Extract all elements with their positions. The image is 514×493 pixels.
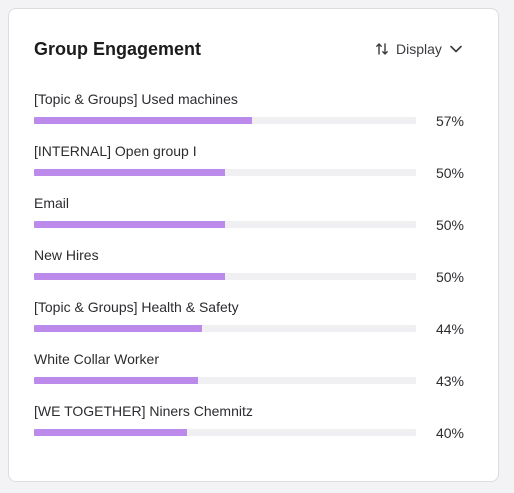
sort-arrows-icon (376, 43, 388, 55)
group-row: [INTERNAL] Open group I 50% (34, 141, 474, 193)
group-row: New Hires 50% (34, 245, 474, 297)
group-name: White Collar Worker (34, 351, 159, 367)
engagement-percent: 50% (435, 269, 464, 285)
chevron-down-icon (450, 45, 462, 53)
engagement-percent: 43% (435, 373, 464, 389)
engagement-bar-track (34, 169, 416, 176)
engagement-bar-fill (34, 325, 203, 332)
group-row: [WE TOGETHER] Niners Chemnitz 40% (34, 401, 474, 453)
group-name: New Hires (34, 247, 99, 263)
engagement-bar-fill (34, 429, 187, 436)
engagement-percent: 40% (435, 425, 464, 441)
engagement-bar-track (34, 221, 416, 228)
group-list: [Topic & Groups] Used machines 57% [INTERN… (34, 89, 474, 453)
engagement-bar-track (34, 117, 416, 124)
engagement-bar-fill (34, 273, 225, 280)
engagement-bar-fill (34, 117, 252, 124)
group-name: Email (34, 195, 70, 211)
engagement-bar-fill (34, 169, 225, 176)
engagement-bar-track (34, 429, 416, 436)
group-row: [Topic & Groups] Used machines 57% (34, 89, 474, 141)
group-name: [Topic & Groups] Used machines (34, 91, 238, 107)
engagement-percent: 50% (435, 217, 464, 233)
card-title: Group Engagement (34, 39, 202, 59)
group-row: Email 50% (34, 193, 474, 245)
display-dropdown-label: Display (396, 41, 442, 57)
engagement-bar-track (34, 377, 416, 384)
group-row: [Topic & Groups] Health & Safety 44% (34, 297, 474, 349)
group-name: [WE TOGETHER] Niners Chemnitz (34, 403, 253, 419)
engagement-bar-track (34, 325, 416, 332)
engagement-percent: 50% (435, 165, 464, 181)
engagement-bar-fill (34, 377, 199, 384)
group-name: [INTERNAL] Open group I (34, 143, 197, 159)
display-dropdown-button[interactable]: Display (375, 38, 463, 60)
group-row: White Collar Worker 43% (34, 349, 474, 401)
engagement-bar-track (34, 273, 416, 280)
engagement-percent: 57% (435, 113, 464, 129)
engagement-percent: 44% (435, 321, 464, 337)
group-name: [Topic & Groups] Health & Safety (34, 299, 239, 315)
engagement-bar-fill (34, 221, 225, 228)
group-engagement-card: Group Engagement Display [Topic & Groups… (8, 8, 499, 482)
